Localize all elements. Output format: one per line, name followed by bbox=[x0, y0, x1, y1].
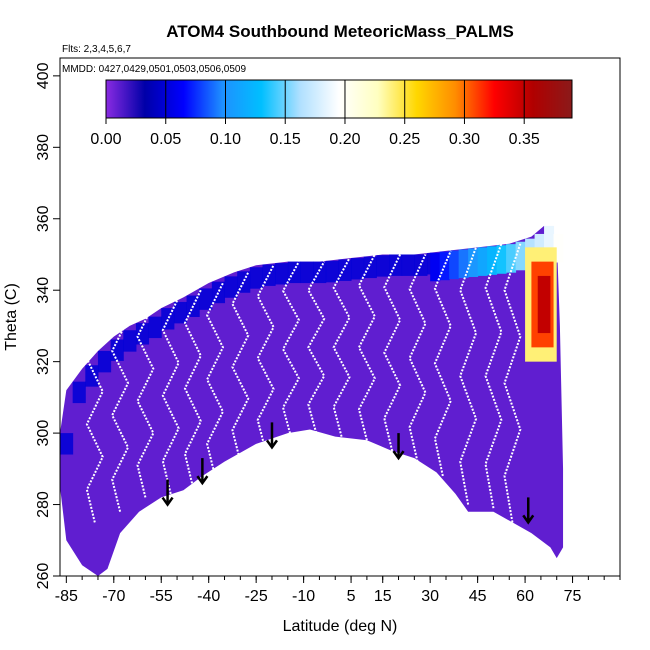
upper-band-cell bbox=[224, 276, 238, 298]
y-tick-label: 300 bbox=[35, 420, 52, 447]
arrow-head bbox=[392, 450, 405, 461]
y-axis-label: Theta (C) bbox=[3, 283, 20, 351]
flight-track bbox=[332, 257, 351, 437]
colorbar-tick-label: 0.20 bbox=[329, 131, 360, 148]
flight-track bbox=[183, 289, 202, 487]
arrow-head bbox=[522, 514, 535, 525]
x-tick-label: -70 bbox=[102, 588, 125, 605]
flight-track bbox=[206, 282, 225, 477]
x-tick-label: 30 bbox=[421, 588, 439, 605]
arrow-head bbox=[196, 475, 209, 486]
upper-band-cell bbox=[376, 255, 390, 277]
upper-band-cell bbox=[97, 350, 112, 373]
colorbar-tick-label: 0.05 bbox=[150, 131, 181, 148]
x-tick-label: -25 bbox=[245, 588, 268, 605]
flight-track bbox=[459, 246, 478, 505]
upper-band-cell bbox=[401, 254, 415, 276]
flight-track-layer bbox=[85, 243, 522, 523]
flight-track bbox=[256, 264, 275, 452]
upper-band-cell bbox=[325, 260, 339, 283]
colorbar-bar bbox=[105, 79, 573, 119]
upper-band-cell bbox=[72, 381, 86, 404]
upper-band-cell bbox=[338, 259, 352, 281]
x-tick-label: -85 bbox=[55, 588, 78, 605]
x-tick-label: -55 bbox=[150, 588, 173, 605]
flight-track bbox=[281, 261, 301, 437]
y-tick-label: 340 bbox=[35, 277, 52, 304]
flight-track bbox=[357, 254, 376, 441]
upper-gradient-cell bbox=[458, 249, 469, 279]
upper-band-cell bbox=[199, 288, 213, 310]
upper-band-cell bbox=[249, 267, 263, 289]
x-tick-label: 45 bbox=[469, 588, 487, 605]
y-tick-label: 260 bbox=[35, 563, 52, 590]
upper-gradient-cell bbox=[430, 252, 441, 282]
hotspot-core bbox=[537, 275, 551, 334]
flight-track bbox=[484, 243, 503, 509]
x-tick-label: 15 bbox=[374, 588, 392, 605]
upper-band-cell bbox=[85, 365, 99, 387]
arrow-head bbox=[161, 496, 174, 507]
upper-band-cell bbox=[148, 316, 162, 339]
flight-track bbox=[161, 296, 180, 495]
arrow-layer bbox=[161, 422, 535, 525]
heatmap-layer bbox=[60, 225, 564, 576]
upper-band-cell bbox=[262, 264, 276, 286]
colorbar-tick-label: 0.25 bbox=[389, 131, 420, 148]
colorbar-tick-label: 0.10 bbox=[210, 131, 241, 148]
flight-track bbox=[85, 325, 104, 523]
dates-note: MMDD: 0427,0429,0501,0503,0506,0509 bbox=[62, 64, 246, 75]
colorbar: 0.00 0.05 0.10 0.15 0.20 0.25 0.30 0.35 bbox=[90, 79, 573, 148]
flight-track bbox=[136, 304, 155, 498]
upper-gradient-cell bbox=[515, 241, 526, 271]
flights-note: Flts: 2,3,4,5,6,7 bbox=[62, 44, 131, 55]
flight-track bbox=[503, 243, 522, 523]
upper-gradient-cell bbox=[553, 233, 564, 263]
upper-band-cell bbox=[351, 258, 365, 280]
flight-track bbox=[383, 254, 402, 452]
flight-track bbox=[111, 318, 130, 512]
y-tick-label: 380 bbox=[35, 134, 52, 161]
y-tick-label: 280 bbox=[35, 491, 52, 518]
y-tick-label: 400 bbox=[35, 62, 52, 89]
upper-gradient-cell bbox=[506, 244, 517, 273]
y-tick-label: 320 bbox=[35, 348, 52, 375]
x-tick-label: 60 bbox=[516, 588, 534, 605]
upper-band-cell bbox=[123, 330, 137, 352]
upper-band-cell bbox=[275, 263, 289, 285]
x-tick-label: -10 bbox=[292, 588, 315, 605]
upper-band-cell bbox=[173, 301, 188, 324]
upper-gradient-cell bbox=[496, 245, 507, 274]
upper-band-cell bbox=[60, 433, 74, 455]
upper-band-cell bbox=[287, 261, 301, 284]
x-tick-label: 75 bbox=[564, 588, 582, 605]
y-tick-label: 360 bbox=[35, 205, 52, 232]
colorbar-tick-label: 0.35 bbox=[509, 131, 540, 148]
x-tick-label: 5 bbox=[347, 588, 356, 605]
upper-band-cell bbox=[363, 256, 377, 279]
x-tick-label: -40 bbox=[197, 588, 220, 605]
y-axis: 260 280 300 320 340 360 380 400 bbox=[35, 62, 60, 589]
x-axis: -85 -70 -55 -40 -25 -10 5 15 30 45 60 75 bbox=[55, 576, 621, 605]
plot-frame bbox=[59, 57, 621, 577]
x-axis-label: Latitude (deg N) bbox=[283, 618, 398, 635]
flight-track bbox=[231, 271, 250, 462]
flight-track bbox=[307, 261, 326, 434]
upper-gradient-cell bbox=[544, 225, 555, 255]
colorbar-tick-label: 0.00 bbox=[90, 131, 121, 148]
upper-gradient-cell bbox=[468, 248, 479, 277]
arrow-head bbox=[265, 439, 278, 450]
chart-title: ATOM4 Southbound MeteoricMass_PALMS bbox=[166, 22, 514, 41]
upper-gradient-cell bbox=[477, 247, 488, 276]
flight-track bbox=[433, 250, 452, 477]
upper-gradient-cell bbox=[449, 250, 460, 280]
colorbar-tick-label: 0.15 bbox=[270, 131, 301, 148]
flight-track bbox=[408, 254, 427, 462]
upper-band-cell bbox=[300, 261, 314, 284]
upper-gradient-cell bbox=[487, 246, 498, 275]
colorbar-tick-label: 0.30 bbox=[449, 131, 480, 148]
